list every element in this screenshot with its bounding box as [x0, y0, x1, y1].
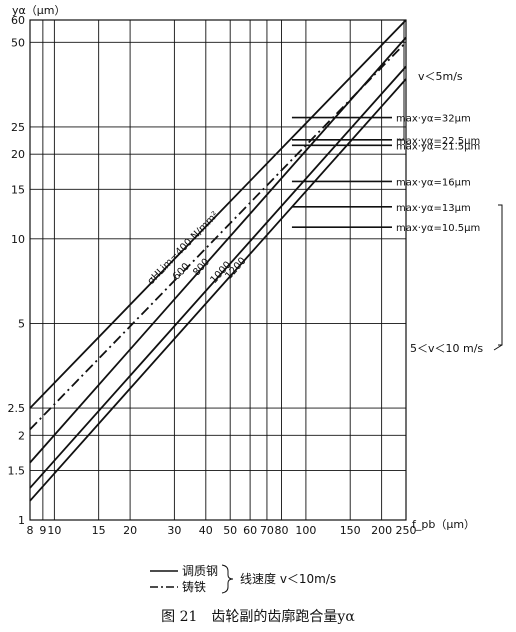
y-tick-label: 2.5 [8, 402, 26, 415]
series-line [29, 36, 407, 464]
grid-x [29, 20, 407, 520]
x-tick-label: 8 [27, 524, 34, 537]
x-tick-label: 10 [47, 524, 61, 537]
y-axis-label: yα（μm） [12, 4, 65, 17]
cap-label: max·yα=32μm [396, 114, 471, 125]
legend-brace [221, 564, 234, 594]
bracket-mid-label: 5＜v＜10 m/s [410, 342, 483, 355]
x-tick-label: 60 [243, 524, 257, 537]
cap-label: max·yα=16μm [396, 177, 471, 188]
cap-label: max·yα=21.5μm [396, 141, 480, 152]
x-tick-label: 250 [396, 524, 417, 537]
series-line [29, 65, 407, 489]
series-line [29, 41, 407, 431]
x-tick-label: 15 [92, 524, 106, 537]
legend-note: 线速度 v＜10m/s [240, 571, 336, 586]
x-tick-label: 100 [295, 524, 316, 537]
legend-solid-label: 调质钢 [182, 564, 218, 578]
x-tick-label: 80 [275, 524, 289, 537]
grid-y [30, 19, 406, 521]
x-tick-label: 30 [167, 524, 181, 537]
bracket-mid [498, 204, 503, 346]
y-tick-label: 50 [11, 36, 25, 49]
y-tick-label: 1.5 [8, 464, 26, 477]
x-tick-label: 70 [260, 524, 274, 537]
series-lines [29, 19, 407, 502]
cap-lines [291, 116, 392, 228]
chart: 8 9 10 15 20 30 40 50 60 70 80 100 150 200 250 11.522.… [8, 4, 503, 594]
legend-dash-label: 铸铁 [182, 579, 206, 594]
bracket-top [398, 19, 405, 141]
x-tick-label: 20 [123, 524, 137, 537]
x-tick-label: 40 [199, 524, 213, 537]
series-line [29, 78, 407, 502]
x-tick-label: 50 [223, 524, 237, 537]
y-tick-label: 20 [11, 148, 25, 161]
y-tick-label: 5 [18, 317, 25, 330]
bracket-mid-leader [493, 344, 503, 351]
y-tick-label: 15 [11, 183, 25, 196]
x-tick-label: 200 [371, 524, 392, 537]
x-tick-labels: 8 9 10 15 20 30 40 50 60 70 80 100 150 200 250 [27, 524, 417, 537]
cap-label: max·yα=10.5μm [396, 223, 480, 234]
y-tick-labels: 1 1.5 2 2.5 5 10 15 20 25 50 60 [8, 14, 26, 527]
x-tick-label: 9 [39, 524, 46, 537]
cap-label: max·yα=13μm [396, 203, 471, 214]
bracket-top-label: v＜5m/s [418, 70, 463, 83]
y-tick-label: 25 [11, 121, 25, 134]
y-tick-label: 10 [11, 233, 25, 246]
x-axis-label: f_pb（μm） [412, 518, 475, 531]
x-tick-label: 150 [340, 524, 361, 537]
y-tick-label: 2 [18, 429, 25, 442]
figure-caption: 图 21 齿轮副的齿廓跑合量yα [161, 609, 355, 625]
y-tick-label: 60 [11, 14, 25, 27]
y-tick-label: 1 [18, 514, 25, 527]
series-line [29, 19, 407, 409]
cap-label: max·yα=22.5μm [396, 136, 480, 147]
